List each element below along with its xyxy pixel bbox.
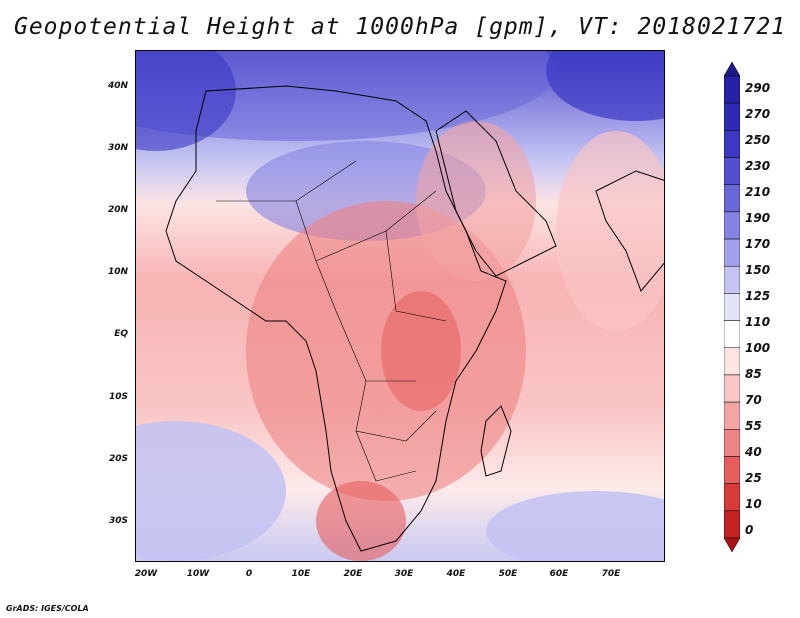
field-northeast-high [546,51,664,121]
colorbar-segment [724,456,740,484]
colorbar-segment [724,102,740,131]
y-tick-label: EQ [114,329,128,339]
colorbar-level-label: 270 [745,107,771,121]
colorbar-segment [724,157,740,185]
colorbar-segment [724,483,740,512]
x-tick-label: 10W [186,569,210,579]
colorbar-level-label: 125 [745,289,771,303]
field-india-low [556,131,664,331]
x-tick-label: 10E [291,569,311,579]
field-arabia-low [416,121,536,281]
colorbar-segment [724,211,740,240]
colorbar-level-label: 210 [745,185,771,199]
colorbar-level-label: 100 [745,341,771,355]
arabia-coastline [435,110,557,277]
colorbar-level-label: 85 [745,367,762,381]
colorbar-level-label: 170 [745,237,771,251]
colorbar-level-label: 230 [745,159,771,173]
chart-title: Geopotential Height at 1000hPa [gpm], VT… [13,14,787,40]
colorbar-level-label: 25 [745,471,762,485]
y-tick-label: 30N [107,143,128,153]
field-rift-low [381,291,461,411]
field-southeast-high [486,491,664,561]
colorbar-level-label: 150 [745,263,771,277]
colorbar-segment [724,429,740,457]
field-northwest-high [136,51,236,151]
field-south-africa-low [316,481,406,561]
x-tick-label: 50E [498,569,518,579]
colorbar-level-label: 290 [745,81,771,95]
colorbar-level-label: 55 [745,419,762,433]
x-tick-label: 0 [245,569,253,579]
colorbar-segment [724,510,740,539]
india-coastline [595,170,664,292]
colorbar-level-label: 70 [745,393,762,407]
y-tick-label: 30S [108,516,128,526]
y-tick-label: 40N [107,81,128,91]
colorbar [724,62,740,552]
colorbar-level-label: 190 [745,211,771,225]
colorbar-segment [724,293,740,321]
colorbar-segment [724,184,740,213]
grads-credit: GrADS: IGES/COLA [6,604,89,613]
y-tick-label: 20S [108,454,128,464]
y-tick-label: 10S [108,392,128,402]
colorbar-segment [724,75,740,104]
x-tick-label: 20W [134,569,158,579]
colorbar-segment [724,238,740,267]
field-north-high [136,51,556,141]
x-tick-label: 40E [446,569,466,579]
country-borders [216,160,447,482]
map-plot-area [135,50,665,562]
x-tick-label: 60E [549,569,569,579]
x-tick-label: 70E [601,569,621,579]
colorbar-segment [724,374,740,403]
colorbar-level-label: 110 [745,315,771,329]
y-tick-label: 10N [107,267,128,277]
x-tick-label: 20E [343,569,363,579]
colorbar-segment [724,265,740,294]
colorbar-segment [724,401,740,430]
colorbar-segment [724,347,740,376]
y-tick-label: 20N [107,205,128,215]
colorbar-segment [724,320,740,349]
colorbar-segment [724,62,740,77]
colorbar-segment [724,130,740,158]
madagascar-coastline [480,405,512,477]
colorbar-level-label: 40 [745,445,762,459]
map-field [136,51,664,561]
field-south-atlantic-high [136,421,286,561]
africa-coastline [165,85,507,552]
colorbar-level-label: 10 [745,497,762,511]
colorbar-segment [724,537,740,552]
colorbar-level-label: 0 [745,523,754,537]
x-tick-label: 30E [394,569,414,579]
colorbar-level-label: 250 [745,133,771,147]
